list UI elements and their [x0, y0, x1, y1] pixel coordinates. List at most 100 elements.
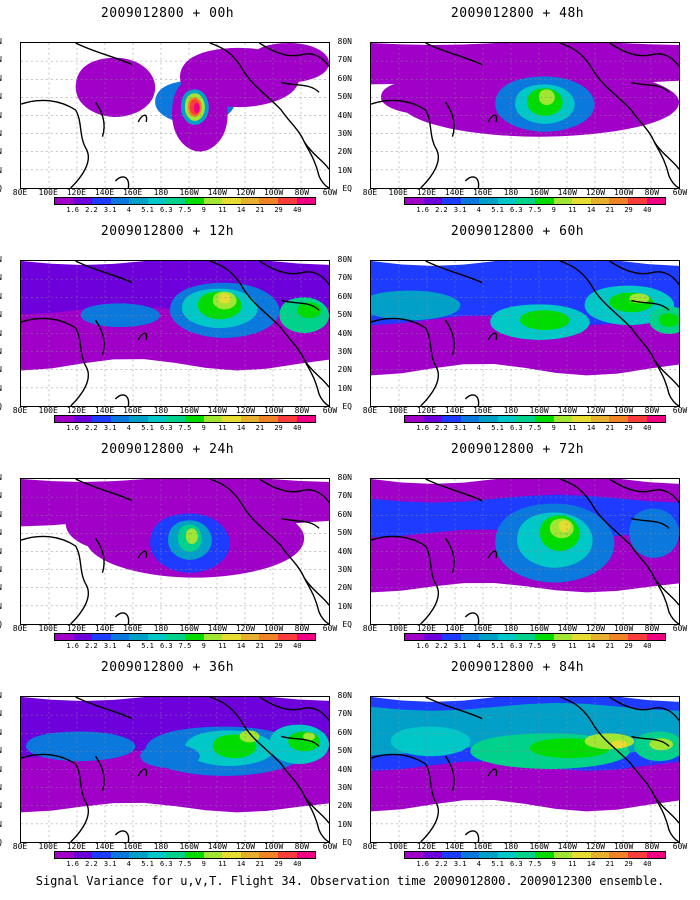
- latitude-label: EQ: [0, 838, 2, 847]
- colorbar: [404, 633, 666, 641]
- coastline: [75, 43, 133, 66]
- coastline: [631, 735, 670, 747]
- colorbar-label: 7.5: [528, 424, 542, 432]
- colorbar-label: 21: [255, 206, 265, 214]
- colorbar: [404, 197, 666, 205]
- longitude-label: 160W: [529, 406, 549, 415]
- colorbar-swatch: [609, 852, 628, 858]
- longitude-label: 140E: [94, 188, 115, 197]
- coastline: [94, 755, 105, 791]
- variance-map: [370, 260, 680, 407]
- colorbar-label: 9: [551, 424, 556, 432]
- longitude-label: 180: [153, 842, 169, 851]
- colorbar-swatch: [442, 416, 461, 422]
- colorbar-swatch: [73, 634, 93, 640]
- colorbar-swatch: [277, 198, 297, 204]
- colorbar-label: 5.1: [141, 206, 154, 214]
- coastline: [281, 81, 320, 93]
- latitude-label: 80N: [337, 473, 352, 482]
- colorbar-label: 29: [624, 642, 633, 650]
- colorbar-label: 29: [274, 206, 283, 214]
- colorbar-label: 29: [624, 860, 633, 868]
- colorbar-swatch: [277, 852, 297, 858]
- coastline: [464, 612, 480, 624]
- coastline: [559, 261, 679, 388]
- colorbar-label: 40: [293, 206, 302, 214]
- latitude-label: 80N: [0, 473, 2, 482]
- colorbar-label: 5.1: [491, 642, 504, 650]
- colorbar-label: 7.5: [178, 206, 192, 214]
- latitude-label: 20N: [0, 147, 2, 156]
- variance-map: [20, 42, 330, 189]
- coastline: [21, 753, 89, 842]
- latitude-label: EQ: [342, 402, 352, 411]
- colorbar-label: 9: [201, 206, 206, 214]
- longitude-label: 100E: [388, 188, 408, 197]
- colorbar-swatch: [535, 634, 554, 640]
- coastline: [259, 261, 329, 286]
- longitude-label: 140W: [207, 624, 227, 633]
- longitude-label: 140W: [207, 188, 227, 197]
- colorbar-label: 3.1: [453, 642, 467, 650]
- colorbar-label: 5.1: [141, 860, 154, 868]
- colorbar-swatch: [627, 416, 647, 422]
- longitude-label: 60W: [672, 188, 688, 197]
- coastline: [114, 612, 130, 624]
- longitude-label: 120W: [235, 842, 256, 851]
- colorbar-label: 40: [643, 424, 652, 432]
- latitude-label: 70N: [337, 709, 352, 719]
- coastline: [425, 261, 483, 284]
- colorbar-label: 40: [643, 206, 652, 214]
- longitude-label: 160W: [179, 624, 199, 633]
- longitude-label: 140E: [94, 624, 115, 633]
- latitude-label: 70N: [0, 491, 2, 500]
- latitude-label: 30N: [337, 346, 352, 356]
- colorbar-swatch: [296, 634, 316, 640]
- colorbar-swatch: [442, 634, 461, 640]
- colorbar-swatch: [55, 852, 74, 858]
- colorbar-swatch: [129, 198, 148, 204]
- latitude-label: 40N: [0, 329, 2, 338]
- coastline: [259, 479, 329, 504]
- longitude-label: 100E: [388, 842, 408, 851]
- longitude-label: 160W: [179, 406, 199, 415]
- colorbar-label: 7.5: [178, 860, 192, 868]
- variance-contour: [611, 740, 628, 749]
- colorbar-label: 4: [126, 424, 131, 432]
- latitude-label: 60N: [337, 727, 352, 737]
- colorbar-swatch: [73, 416, 93, 422]
- latitude-label: 30N: [337, 782, 352, 792]
- colorbar-label: 6.3: [159, 206, 173, 214]
- colorbar-label: 6.3: [159, 424, 173, 432]
- colorbar: [404, 415, 666, 423]
- longitude-label: 120W: [235, 624, 256, 633]
- colorbar-swatch: [203, 852, 223, 858]
- longitude-label: 80W: [644, 842, 660, 851]
- colorbar-swatch: [516, 416, 536, 422]
- variance-map: [370, 696, 680, 843]
- colorbar-swatch: [405, 416, 424, 422]
- longitude-label: 120W: [585, 188, 606, 197]
- longitude-label: 80E: [362, 842, 378, 851]
- longitude-label: 100E: [38, 406, 58, 415]
- colorbar-label: 14: [586, 424, 596, 432]
- colorbar-swatch: [147, 852, 167, 858]
- colorbar-swatch: [590, 634, 610, 640]
- longitude-label: 160E: [123, 188, 143, 197]
- colorbar-label: 4: [126, 860, 131, 868]
- colorbar-swatch: [147, 416, 167, 422]
- coastline: [303, 577, 329, 624]
- colorbar-swatch: [646, 198, 666, 204]
- longitude-label: 100E: [38, 188, 58, 197]
- colorbar-swatch: [423, 634, 443, 640]
- longitude-label: 160W: [529, 624, 549, 633]
- colorbar-swatch: [185, 198, 204, 204]
- variance-contour: [218, 293, 231, 304]
- colorbar-label: 7.5: [178, 424, 192, 432]
- coastline: [303, 141, 329, 188]
- longitude-label: 80W: [644, 188, 660, 197]
- colorbar-label: 6.3: [159, 642, 173, 650]
- colorbar-swatch: [240, 634, 260, 640]
- latitude-label: 40N: [337, 110, 352, 120]
- latitude-label: 80N: [337, 255, 352, 264]
